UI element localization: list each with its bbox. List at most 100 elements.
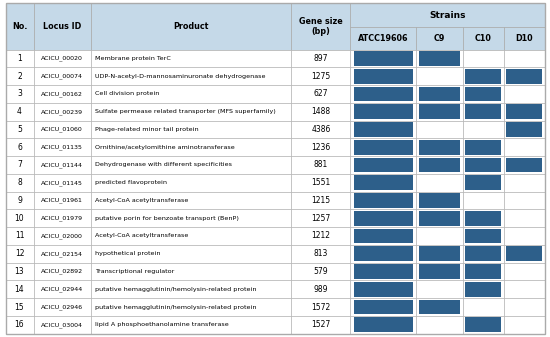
Bar	[34, 280, 91, 298]
Text: Transcriptional regulator: Transcriptional regulator	[95, 269, 174, 274]
Bar	[6, 174, 34, 192]
Text: 12: 12	[15, 249, 24, 258]
Bar	[505, 122, 542, 137]
Bar	[354, 211, 413, 226]
Bar	[419, 246, 460, 261]
Text: 16: 16	[15, 320, 24, 329]
Bar	[291, 3, 350, 50]
Bar	[6, 227, 34, 245]
Bar	[291, 174, 350, 192]
Bar	[416, 139, 463, 156]
Text: 11: 11	[15, 232, 24, 241]
Text: 5: 5	[17, 125, 22, 134]
Bar	[6, 192, 34, 209]
Bar	[465, 317, 502, 332]
Bar	[465, 140, 502, 155]
Text: 1488: 1488	[311, 107, 331, 116]
Bar	[505, 175, 542, 190]
Bar	[505, 140, 542, 155]
Bar	[34, 316, 91, 334]
Bar	[291, 280, 350, 298]
Text: 14: 14	[15, 285, 24, 294]
Bar	[416, 85, 463, 103]
Bar	[34, 67, 91, 85]
Bar	[419, 228, 460, 243]
Bar	[504, 139, 544, 156]
Bar	[463, 85, 504, 103]
Text: Acetyl-CoA acetyltransferase: Acetyl-CoA acetyltransferase	[95, 198, 188, 203]
Bar	[504, 174, 544, 192]
Bar	[354, 87, 413, 101]
Bar	[505, 211, 542, 226]
Bar	[416, 227, 463, 245]
Text: Membrane protein TerC: Membrane protein TerC	[95, 56, 170, 61]
Bar	[416, 316, 463, 334]
Text: predicted flavoprotein: predicted flavoprotein	[95, 180, 167, 185]
Text: C9: C9	[434, 34, 445, 43]
Bar	[416, 209, 463, 227]
Text: ACICU_01961: ACICU_01961	[41, 197, 83, 203]
Text: 8: 8	[17, 178, 22, 187]
Bar	[504, 298, 544, 316]
Text: ACICU_01979: ACICU_01979	[41, 215, 83, 221]
Bar	[465, 193, 502, 208]
Bar	[416, 121, 463, 139]
Text: ACICU_02946: ACICU_02946	[41, 304, 83, 310]
Bar	[463, 227, 504, 245]
Text: No.: No.	[12, 22, 27, 31]
Bar	[463, 27, 504, 50]
Bar	[419, 87, 460, 101]
Text: lipid A phosphoethanolamine transferase: lipid A phosphoethanolamine transferase	[95, 322, 229, 327]
Bar	[91, 192, 291, 209]
Bar	[6, 50, 34, 67]
Bar	[419, 69, 460, 84]
Bar	[416, 174, 463, 192]
Bar	[354, 228, 413, 243]
Bar	[291, 192, 350, 209]
Bar	[6, 67, 34, 85]
Bar	[350, 27, 416, 50]
Bar	[350, 280, 416, 298]
Bar	[505, 282, 542, 297]
Bar	[504, 27, 544, 50]
Bar	[34, 85, 91, 103]
Text: 4: 4	[17, 107, 22, 116]
Text: ACICU_01145: ACICU_01145	[41, 180, 83, 186]
Bar	[465, 51, 502, 66]
Bar	[354, 317, 413, 332]
Text: ACICU_01144: ACICU_01144	[41, 162, 83, 168]
Bar	[6, 3, 34, 50]
Bar	[505, 300, 542, 314]
Bar	[354, 69, 413, 84]
Bar	[419, 175, 460, 190]
Bar	[504, 67, 544, 85]
Bar	[465, 87, 502, 101]
Bar	[504, 192, 544, 209]
Bar	[504, 209, 544, 227]
Bar	[6, 209, 34, 227]
Bar	[416, 298, 463, 316]
Bar	[465, 246, 502, 261]
Text: ACICU_02000: ACICU_02000	[41, 233, 83, 239]
Bar	[463, 156, 504, 174]
Bar	[6, 156, 34, 174]
Text: 1275: 1275	[311, 72, 331, 81]
Bar	[505, 193, 542, 208]
Bar	[350, 192, 416, 209]
Bar	[463, 50, 504, 67]
Bar	[419, 104, 460, 119]
Text: 579: 579	[314, 267, 328, 276]
Bar	[291, 209, 350, 227]
Text: ACICU_00074: ACICU_00074	[41, 73, 83, 79]
Text: C10: C10	[475, 34, 492, 43]
Bar	[6, 139, 34, 156]
Bar	[416, 103, 463, 121]
Bar	[350, 139, 416, 156]
Text: 1527: 1527	[311, 320, 331, 329]
Text: 13: 13	[15, 267, 24, 276]
Text: 881: 881	[314, 160, 328, 170]
Text: 6: 6	[17, 143, 22, 152]
Bar	[350, 67, 416, 85]
Bar	[416, 27, 463, 50]
Bar	[91, 263, 291, 280]
